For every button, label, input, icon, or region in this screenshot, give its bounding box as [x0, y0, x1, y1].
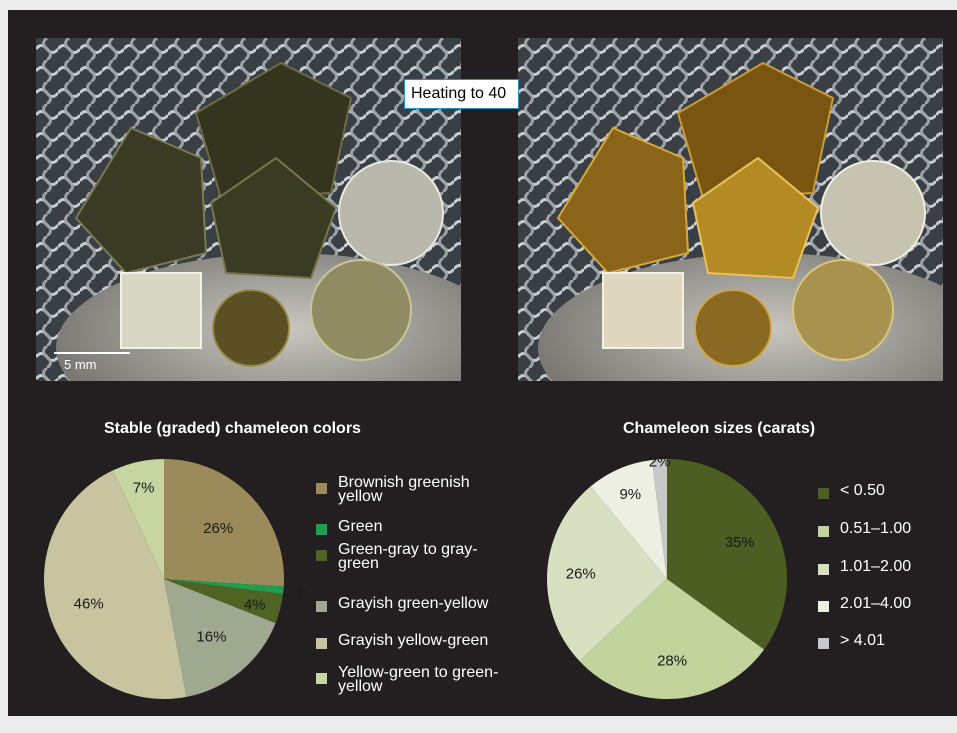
- photo-after-heating: [518, 38, 943, 381]
- sizes-label-0-50: 35%: [725, 534, 755, 551]
- colors-label-brownish-greenish-yellow: 26%: [203, 520, 233, 537]
- sizes-legend-swatch: [818, 488, 829, 499]
- pie-chart-sizes: 35% 28% 26% 9% 2%: [547, 456, 788, 699]
- colors-slice-yellow-green-to-green-yellow: [112, 459, 164, 579]
- sizes-legend-label: < 0.50: [840, 482, 885, 499]
- chart-title-colors: Stable (graded) chameleon colors: [104, 420, 361, 437]
- colors-label-yellow-green-to-green-yellow: 7%: [133, 480, 155, 497]
- colors-label-green-gray-to-gray-green: 4%: [244, 596, 266, 613]
- colors-slice-grayish-yellow-green: [44, 470, 187, 699]
- colors-legend-label: Grayish yellow-green: [338, 632, 489, 649]
- colors-legend-swatch: [316, 483, 327, 494]
- colors-legend-label: Green: [338, 518, 383, 535]
- sizes-legend-label: > 4.01: [840, 632, 885, 649]
- sizes-slice-4-01: [651, 459, 667, 579]
- sizes-slice-0-51-1-00: [579, 579, 765, 699]
- colors-legend-label: Grayish green-yellow: [338, 595, 489, 612]
- colors-label-green: 1%: [296, 584, 308, 601]
- colors-legend-swatch: [316, 524, 327, 535]
- colors-slice-green: [164, 579, 284, 595]
- sizes-legend-label: 1.01–2.00: [840, 558, 912, 575]
- sizes-legend-swatch: [818, 564, 829, 575]
- scale-bar: [54, 352, 130, 354]
- pie-chart-colors: 26% 1% 4% 16% 46% 7%: [44, 459, 308, 699]
- colors-slice-grayish-green-yellow: [164, 579, 276, 697]
- sizes-label-1-01-2-00: 26%: [566, 566, 596, 583]
- sizes-slice-0-50: [667, 459, 788, 650]
- heating-callout: Heating to 40: [404, 79, 519, 109]
- colors-legend-swatch: [316, 673, 327, 684]
- colors-label-grayish-green-yellow: 16%: [196, 628, 226, 645]
- colors-legend-label: Green-gray to gray-green: [338, 541, 478, 572]
- colors-legend-swatch: [316, 550, 327, 561]
- sizes-legend-swatch: [818, 638, 829, 649]
- photo-before-heating: [36, 38, 461, 381]
- sizes-slice-1-01-2-00: [547, 486, 667, 662]
- colors-legend-swatch: [316, 601, 327, 612]
- sizes-label-0-51-1-00: 28%: [657, 652, 687, 669]
- colors-slice-brownish-greenish-yellow: [164, 459, 284, 587]
- colors-slice-green-gray-to-gray-green: [164, 579, 284, 624]
- sizes-legend-label: 0.51–1.00: [840, 520, 912, 537]
- sizes-legend-swatch: [818, 526, 829, 537]
- scale-label: 5 mm: [64, 357, 97, 372]
- colors-legend-swatch: [316, 638, 327, 649]
- sizes-legend-label: 2.01–4.00: [840, 595, 912, 612]
- sizes-slice-2-01-4-00: [590, 459, 667, 579]
- sizes-label-4-01: 2%: [649, 456, 671, 471]
- figure-panel: Heating to 40 5 mm Stable (graded) chame…: [8, 10, 957, 716]
- chart-title-sizes: Chameleon sizes (carats): [623, 420, 816, 437]
- sizes-legend-swatch: [818, 601, 829, 612]
- colors-legend-label: Yellow-green to green-yellow: [338, 664, 499, 695]
- colors-label-grayish-yellow-green: 46%: [74, 595, 104, 612]
- sizes-label-2-01-4-00: 9%: [619, 486, 641, 503]
- colors-legend-label: Brownish greenish yellow: [338, 474, 470, 505]
